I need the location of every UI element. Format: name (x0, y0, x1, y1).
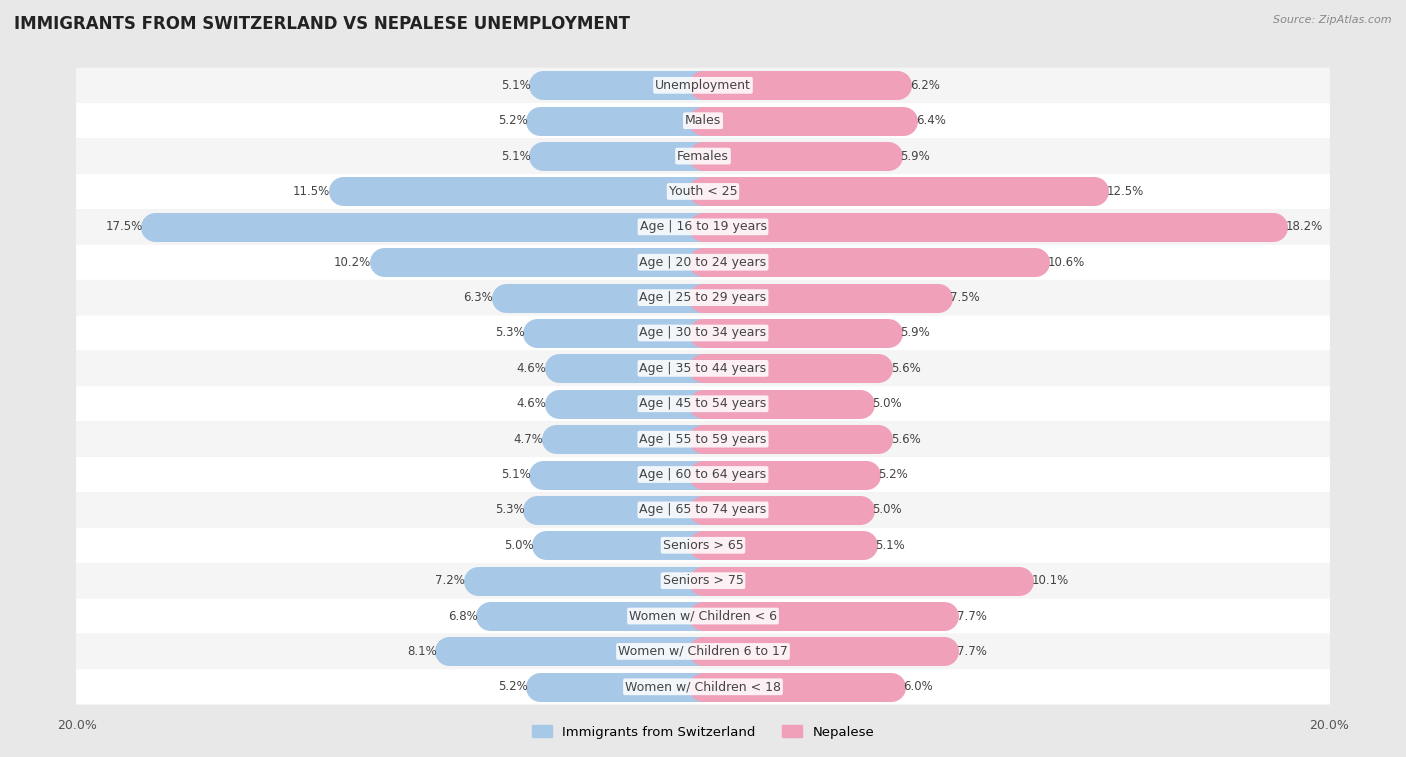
Text: Age | 30 to 34 years: Age | 30 to 34 years (640, 326, 766, 339)
Text: 6.8%: 6.8% (447, 609, 478, 622)
FancyBboxPatch shape (76, 209, 1330, 245)
Text: Source: ZipAtlas.com: Source: ZipAtlas.com (1274, 15, 1392, 25)
FancyBboxPatch shape (76, 245, 1330, 280)
Text: 6.3%: 6.3% (464, 291, 494, 304)
Text: 12.5%: 12.5% (1107, 185, 1144, 198)
Text: 4.7%: 4.7% (513, 433, 543, 446)
Text: 10.6%: 10.6% (1047, 256, 1084, 269)
Text: 5.3%: 5.3% (495, 503, 524, 516)
Legend: Immigrants from Switzerland, Nepalese: Immigrants from Switzerland, Nepalese (527, 720, 879, 744)
Text: 10.2%: 10.2% (333, 256, 371, 269)
Text: Age | 35 to 44 years: Age | 35 to 44 years (640, 362, 766, 375)
FancyBboxPatch shape (76, 174, 1330, 209)
Text: 5.6%: 5.6% (891, 362, 921, 375)
FancyBboxPatch shape (76, 669, 1330, 705)
Text: Unemployment: Unemployment (655, 79, 751, 92)
Text: Age | 55 to 59 years: Age | 55 to 59 years (640, 433, 766, 446)
FancyBboxPatch shape (76, 316, 1330, 350)
FancyBboxPatch shape (76, 456, 1330, 492)
Text: 5.1%: 5.1% (875, 539, 905, 552)
Text: 5.2%: 5.2% (498, 114, 527, 127)
Text: 7.2%: 7.2% (434, 574, 465, 587)
Text: 6.2%: 6.2% (910, 79, 939, 92)
Text: 5.2%: 5.2% (498, 681, 527, 693)
Text: IMMIGRANTS FROM SWITZERLAND VS NEPALESE UNEMPLOYMENT: IMMIGRANTS FROM SWITZERLAND VS NEPALESE … (14, 15, 630, 33)
Text: Seniors > 65: Seniors > 65 (662, 539, 744, 552)
Text: 5.1%: 5.1% (501, 150, 531, 163)
Text: 17.5%: 17.5% (105, 220, 142, 233)
Text: 8.1%: 8.1% (408, 645, 437, 658)
Text: Age | 25 to 29 years: Age | 25 to 29 years (640, 291, 766, 304)
Text: 5.0%: 5.0% (872, 397, 901, 410)
Text: 5.1%: 5.1% (501, 79, 531, 92)
FancyBboxPatch shape (76, 386, 1330, 422)
Text: 11.5%: 11.5% (292, 185, 330, 198)
Text: Males: Males (685, 114, 721, 127)
Text: 5.0%: 5.0% (505, 539, 534, 552)
Text: Youth < 25: Youth < 25 (669, 185, 737, 198)
Text: 5.1%: 5.1% (501, 468, 531, 481)
FancyBboxPatch shape (76, 103, 1330, 139)
Text: Age | 65 to 74 years: Age | 65 to 74 years (640, 503, 766, 516)
Text: 10.1%: 10.1% (1032, 574, 1069, 587)
Text: 7.5%: 7.5% (950, 291, 980, 304)
FancyBboxPatch shape (76, 563, 1330, 598)
FancyBboxPatch shape (76, 350, 1330, 386)
Text: 5.6%: 5.6% (891, 433, 921, 446)
Text: 4.6%: 4.6% (516, 397, 547, 410)
Text: 7.7%: 7.7% (956, 609, 987, 622)
Text: Seniors > 75: Seniors > 75 (662, 574, 744, 587)
Text: Age | 16 to 19 years: Age | 16 to 19 years (640, 220, 766, 233)
Text: 5.9%: 5.9% (900, 326, 929, 339)
Text: Females: Females (678, 150, 728, 163)
Text: 6.0%: 6.0% (904, 681, 934, 693)
Text: 6.4%: 6.4% (915, 114, 946, 127)
Text: Women w/ Children 6 to 17: Women w/ Children 6 to 17 (619, 645, 787, 658)
Text: 5.3%: 5.3% (495, 326, 524, 339)
Text: Age | 45 to 54 years: Age | 45 to 54 years (640, 397, 766, 410)
Text: 5.9%: 5.9% (900, 150, 929, 163)
FancyBboxPatch shape (76, 139, 1330, 174)
FancyBboxPatch shape (76, 598, 1330, 634)
Text: 4.6%: 4.6% (516, 362, 547, 375)
FancyBboxPatch shape (76, 528, 1330, 563)
FancyBboxPatch shape (76, 67, 1330, 103)
FancyBboxPatch shape (76, 492, 1330, 528)
Text: 5.0%: 5.0% (872, 503, 901, 516)
Text: Women w/ Children < 6: Women w/ Children < 6 (628, 609, 778, 622)
Text: 7.7%: 7.7% (956, 645, 987, 658)
Text: 5.2%: 5.2% (879, 468, 908, 481)
FancyBboxPatch shape (76, 634, 1330, 669)
FancyBboxPatch shape (76, 280, 1330, 316)
FancyBboxPatch shape (76, 422, 1330, 456)
Text: Age | 60 to 64 years: Age | 60 to 64 years (640, 468, 766, 481)
Text: Women w/ Children < 18: Women w/ Children < 18 (626, 681, 780, 693)
Text: Age | 20 to 24 years: Age | 20 to 24 years (640, 256, 766, 269)
Text: 18.2%: 18.2% (1285, 220, 1323, 233)
